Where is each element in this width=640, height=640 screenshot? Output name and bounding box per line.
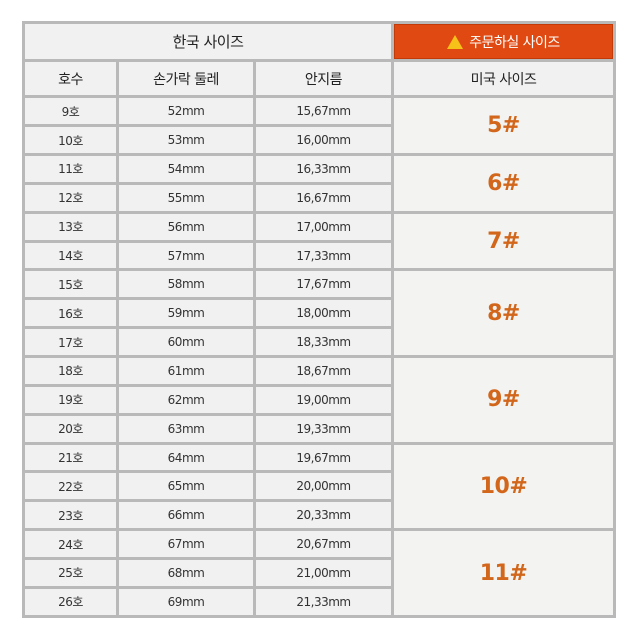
inner-diameter-cell: 17,33mm	[256, 242, 391, 269]
table-row: 26호 69mm 21,33mm	[25, 588, 613, 615]
table-row: 15호 58mm 17,67mm 8#	[25, 271, 613, 356]
inner-diameter-cell: 21,33mm	[256, 588, 391, 615]
circumference-cell: 62mm	[119, 386, 253, 413]
size-number-cell: 22호	[25, 473, 116, 500]
circumference-cell: 68mm	[119, 560, 253, 586]
order-size-label: 주문하실 사이즈	[469, 34, 560, 51]
table-row: 17호 60mm 18,33mm	[25, 329, 613, 356]
circumference-cell: 66mm	[119, 502, 253, 529]
circumference-cell: 69mm	[119, 588, 253, 615]
size-number-cell: 24호	[25, 531, 116, 558]
size-number-cell: 18호	[25, 358, 116, 384]
size-number-cell: 15호	[25, 271, 116, 298]
size-number-cell: 14호	[25, 242, 116, 269]
table-row: 16호 59mm 18,00mm	[25, 300, 613, 327]
column-header-circumference: 손가락 둘레	[119, 62, 253, 96]
inner-diameter-cell: 16,67mm	[256, 184, 391, 211]
size-number-cell: 20호	[25, 415, 116, 442]
table-row: 22호 65mm 20,00mm	[25, 473, 613, 500]
circumference-cell: 54mm	[119, 156, 253, 182]
column-header-inner-diameter: 안지름	[256, 62, 391, 96]
inner-diameter-cell: 19,00mm	[256, 386, 391, 413]
inner-diameter-cell: 19,33mm	[256, 415, 391, 442]
inner-diameter-cell: 16,00mm	[256, 127, 391, 153]
table-row: 9호 52mm 15,67mm 5#	[25, 98, 613, 153]
inner-diameter-cell: 16,33mm	[256, 156, 391, 182]
warning-triangle-icon	[447, 34, 464, 49]
us-size-cell: 6#	[394, 156, 613, 211]
table-row: 20호 63mm 19,33mm	[25, 415, 613, 442]
table-row: 23호 66mm 20,33mm	[25, 502, 613, 529]
korean-size-header: 한국 사이즈	[25, 24, 391, 60]
table-row: 18호 61mm 18,67mm 9#	[25, 358, 613, 442]
inner-diameter-cell: 17,00mm	[256, 213, 391, 240]
us-size-cell: 9#	[394, 358, 613, 442]
circumference-cell: 58mm	[119, 271, 253, 298]
circumference-cell: 64mm	[119, 444, 253, 471]
table-row: 25호 68mm 21,00mm	[25, 560, 613, 586]
us-size-cell: 11#	[394, 531, 613, 615]
inner-diameter-cell: 20,00mm	[256, 473, 391, 500]
circumference-cell: 65mm	[119, 473, 253, 500]
circumference-cell: 57mm	[119, 242, 253, 269]
table-row: 14호 57mm 17,33mm	[25, 242, 613, 269]
inner-diameter-cell: 21,00mm	[256, 560, 391, 586]
size-number-cell: 21호	[25, 444, 116, 471]
size-number-cell: 23호	[25, 502, 116, 529]
circumference-cell: 60mm	[119, 329, 253, 356]
circumference-cell: 59mm	[119, 300, 253, 327]
inner-diameter-cell: 18,67mm	[256, 358, 391, 384]
size-number-cell: 13호	[25, 213, 116, 240]
inner-diameter-cell: 17,67mm	[256, 271, 391, 298]
inner-diameter-cell: 20,33mm	[256, 502, 391, 529]
table-row: 13호 56mm 17,00mm 7#	[25, 213, 613, 269]
order-size-header: 주문하실 사이즈	[394, 24, 613, 60]
us-size-cell: 7#	[394, 213, 613, 269]
circumference-cell: 56mm	[119, 213, 253, 240]
circumference-cell: 52mm	[119, 98, 253, 125]
inner-diameter-cell: 19,67mm	[256, 444, 391, 471]
inner-diameter-cell: 20,67mm	[256, 531, 391, 558]
size-number-cell: 26호	[25, 588, 116, 615]
column-header-us-size: 미국 사이즈	[394, 62, 613, 96]
circumference-cell: 63mm	[119, 415, 253, 442]
ring-size-table: 한국 사이즈 주문하실 사이즈 호수 손가락 둘레 안지름 미국 사이즈 9호 5…	[22, 21, 616, 618]
circumference-cell: 55mm	[119, 184, 253, 211]
size-number-cell: 19호	[25, 386, 116, 413]
inner-diameter-cell: 15,67mm	[256, 98, 391, 125]
us-size-cell: 5#	[394, 98, 613, 153]
table-row: 12호 55mm 16,67mm	[25, 184, 613, 211]
column-header-number: 호수	[25, 62, 116, 96]
size-number-cell: 11호	[25, 156, 116, 182]
table-row: 24호 67mm 20,67mm 11#	[25, 531, 613, 615]
inner-diameter-cell: 18,00mm	[256, 300, 391, 327]
table-row: 21호 64mm 19,67mm 10#	[25, 444, 613, 529]
table-row: 11호 54mm 16,33mm 6#	[25, 156, 613, 211]
circumference-cell: 67mm	[119, 531, 253, 558]
us-size-cell: 8#	[394, 271, 613, 356]
circumference-cell: 61mm	[119, 358, 253, 384]
us-size-cell: 10#	[394, 444, 613, 529]
size-number-cell: 10호	[25, 127, 116, 153]
inner-diameter-cell: 18,33mm	[256, 329, 391, 356]
size-number-cell: 16호	[25, 300, 116, 327]
table-row: 10호 53mm 16,00mm	[25, 127, 613, 153]
circumference-cell: 53mm	[119, 127, 253, 153]
size-number-cell: 9호	[25, 98, 116, 125]
size-number-cell: 17호	[25, 329, 116, 356]
size-number-cell: 25호	[25, 560, 116, 586]
table-row: 19호 62mm 19,00mm	[25, 386, 613, 413]
size-number-cell: 12호	[25, 184, 116, 211]
